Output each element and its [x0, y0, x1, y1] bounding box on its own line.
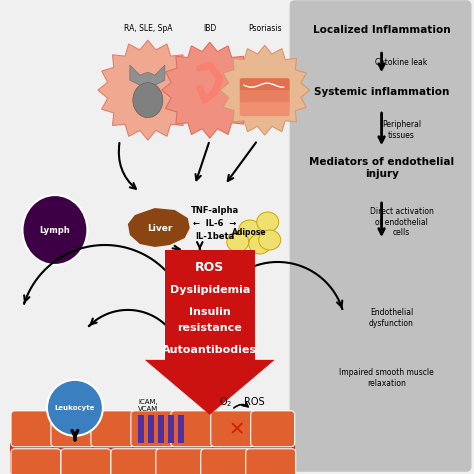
Text: ICAM,
VCAM: ICAM, VCAM — [138, 399, 158, 412]
Bar — [148, 415, 154, 443]
Ellipse shape — [249, 234, 271, 254]
Text: Localized Inflammation: Localized Inflammation — [313, 25, 450, 35]
FancyBboxPatch shape — [240, 78, 290, 92]
Ellipse shape — [133, 82, 163, 118]
FancyBboxPatch shape — [201, 449, 251, 474]
Text: O$_2$: O$_2$ — [219, 395, 232, 409]
FancyBboxPatch shape — [251, 411, 295, 447]
FancyBboxPatch shape — [11, 411, 55, 447]
Text: Cytokine leak: Cytokine leak — [375, 58, 428, 67]
Text: Leukocyte: Leukocyte — [55, 405, 95, 411]
Text: IL-1beta: IL-1beta — [195, 231, 234, 240]
Ellipse shape — [257, 212, 279, 232]
Polygon shape — [98, 40, 198, 140]
Text: Liver: Liver — [147, 224, 173, 233]
Polygon shape — [128, 208, 190, 247]
Bar — [165, 250, 255, 360]
Text: ✕: ✕ — [228, 420, 245, 439]
FancyBboxPatch shape — [51, 411, 95, 447]
FancyBboxPatch shape — [240, 90, 290, 104]
Text: IBD: IBD — [203, 24, 217, 33]
Text: TNF-alpha: TNF-alpha — [191, 206, 239, 215]
Text: Insulin: Insulin — [189, 307, 231, 317]
Text: ROS: ROS — [195, 262, 224, 274]
FancyBboxPatch shape — [11, 449, 61, 474]
Text: resistance: resistance — [177, 323, 242, 333]
Bar — [10, 453, 295, 473]
Polygon shape — [145, 360, 275, 415]
Text: Psoriasis: Psoriasis — [248, 24, 282, 33]
FancyBboxPatch shape — [91, 411, 135, 447]
Polygon shape — [130, 65, 165, 88]
Text: Autoantibodies: Autoantibodies — [162, 345, 257, 355]
Polygon shape — [220, 45, 310, 135]
Text: ←  IL-6  →: ← IL-6 → — [193, 219, 237, 228]
Text: Mediators of endothelial
injury: Mediators of endothelial injury — [309, 157, 454, 179]
FancyBboxPatch shape — [240, 102, 290, 116]
Ellipse shape — [22, 195, 87, 265]
FancyBboxPatch shape — [171, 411, 215, 447]
Text: Impaired smooth muscle
relaxation: Impaired smooth muscle relaxation — [339, 368, 434, 388]
Text: Direct activation
of endothelial
cells: Direct activation of endothelial cells — [370, 207, 434, 237]
Bar — [10, 443, 295, 453]
Bar — [138, 415, 144, 443]
Text: Adipose: Adipose — [232, 228, 267, 237]
Text: Dyslipidemia: Dyslipidemia — [170, 285, 250, 295]
Text: Peripheral
tissues: Peripheral tissues — [382, 120, 421, 140]
Circle shape — [47, 380, 103, 436]
Text: Lymph: Lymph — [39, 226, 70, 235]
Bar — [178, 415, 184, 443]
FancyBboxPatch shape — [156, 449, 206, 474]
FancyBboxPatch shape — [61, 449, 111, 474]
Ellipse shape — [259, 230, 281, 250]
Bar — [158, 415, 164, 443]
FancyBboxPatch shape — [211, 411, 255, 447]
Bar — [168, 415, 174, 443]
Polygon shape — [162, 42, 258, 138]
Text: Systemic inflammation: Systemic inflammation — [314, 87, 449, 97]
FancyBboxPatch shape — [111, 449, 161, 474]
Ellipse shape — [227, 232, 249, 252]
Text: RA, SLE, SpA: RA, SLE, SpA — [124, 24, 172, 33]
FancyBboxPatch shape — [131, 411, 175, 447]
Text: ROS: ROS — [245, 397, 265, 407]
FancyBboxPatch shape — [290, 0, 472, 472]
Ellipse shape — [239, 220, 261, 240]
FancyBboxPatch shape — [246, 449, 296, 474]
Text: Endothelial
dysfunction: Endothelial dysfunction — [369, 308, 414, 328]
